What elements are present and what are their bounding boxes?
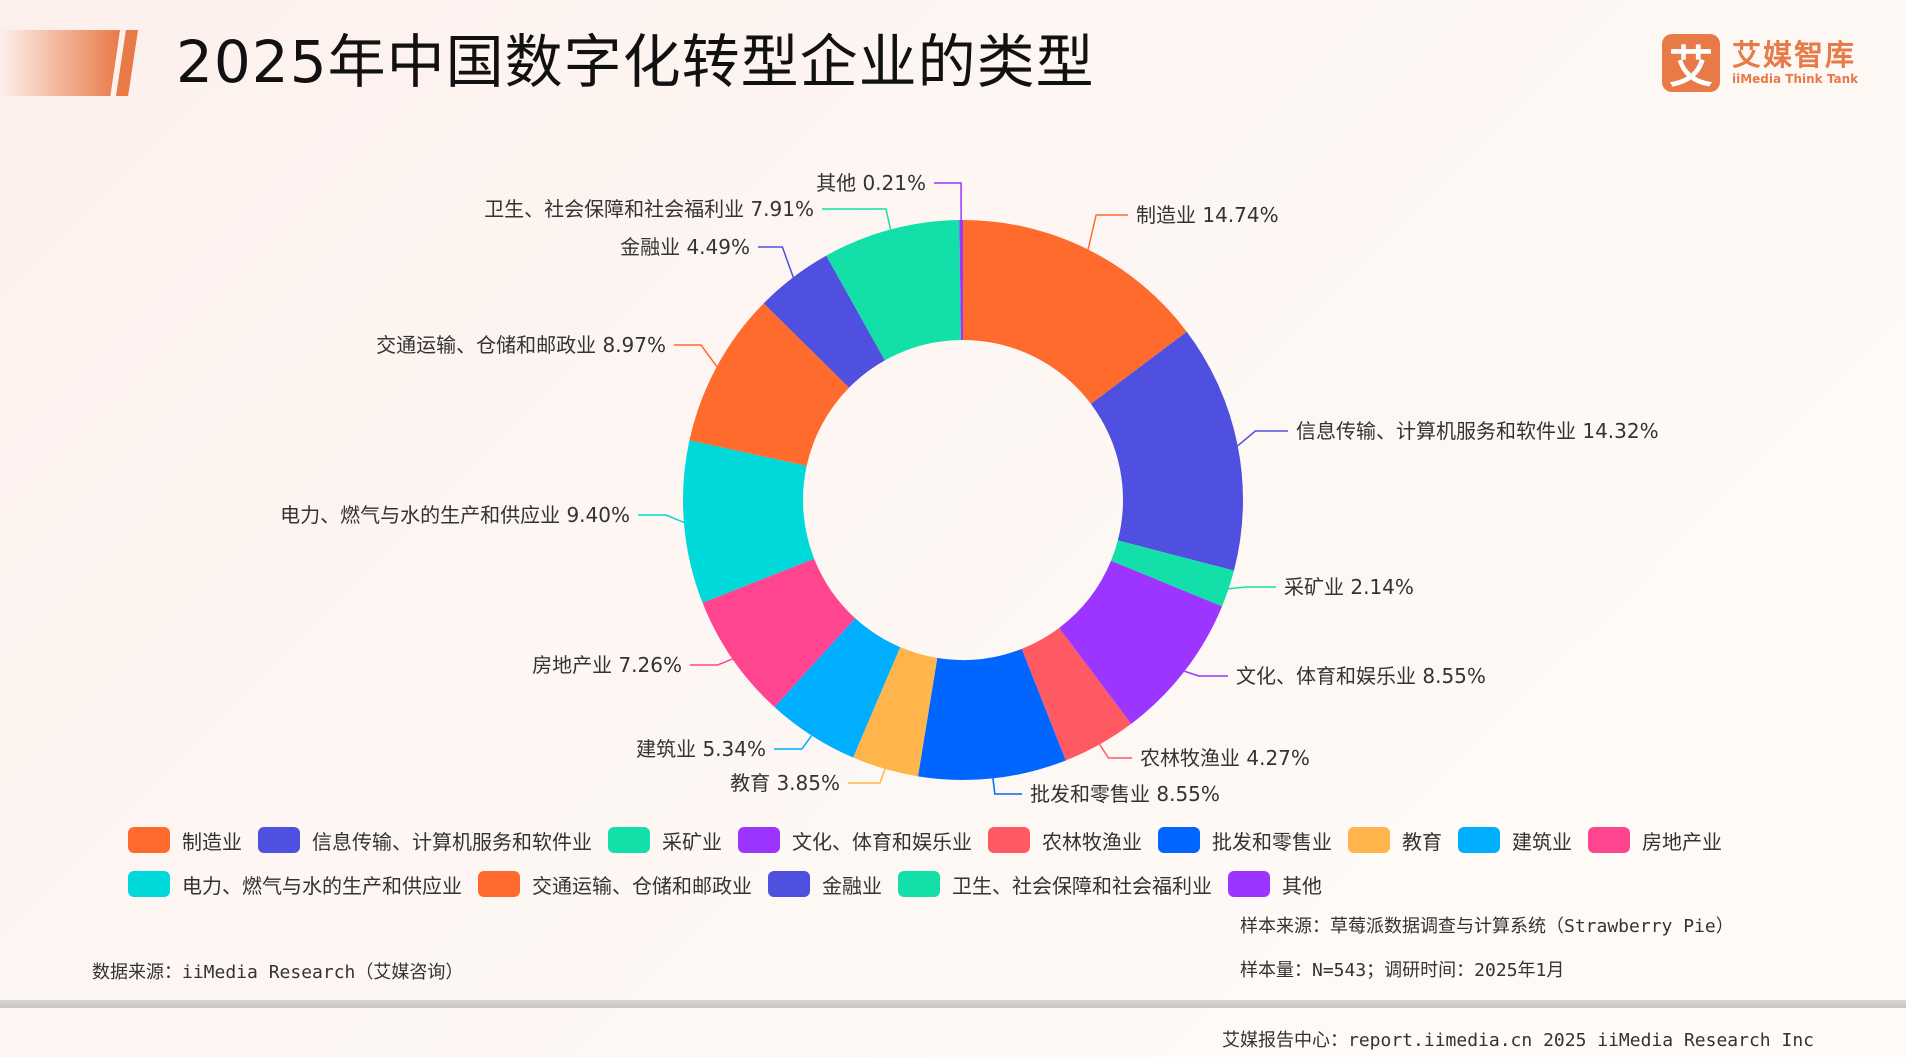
data-label: 卫生、社会保障和社会福利业 7.91% <box>484 197 814 221</box>
leader-line <box>1228 586 1276 590</box>
legend-row: 电力、燃气与水的生产和供应业 交通运输、仓储和邮政业 金融业 卫生、社会保障和社会福利… <box>128 862 1808 906</box>
legend-swatch-icon <box>478 871 520 897</box>
report-center-footer: 艾媒报告中心：report.iimedia.cn 2025 iiMedia Re… <box>1222 1030 1814 1051</box>
legend-item[interactable]: 其他 <box>1228 870 1322 899</box>
leader-line <box>1087 214 1128 250</box>
legend-label: 电力、燃气与水的生产和供应业 <box>182 873 462 898</box>
legend-item[interactable]: 文化、体育和娱乐业 <box>738 826 972 855</box>
leader-line <box>848 768 886 784</box>
leader-line <box>638 514 685 524</box>
logo-name-en: iiMedia Think Tank <box>1732 72 1859 86</box>
data-label: 制造业 14.74% <box>1136 203 1279 227</box>
data-label: 批发和零售业 8.55% <box>1030 782 1220 806</box>
leader-line <box>934 182 962 221</box>
donut-segment <box>689 303 850 466</box>
legend-label: 教育 <box>1402 829 1442 854</box>
legend-swatch-icon <box>768 871 810 897</box>
legend-label: 信息传输、计算机服务和软件业 <box>312 829 592 854</box>
legend-label: 采矿业 <box>662 829 722 854</box>
legend-item[interactable]: 建筑业 <box>1458 826 1572 855</box>
donut-segment <box>1111 540 1234 607</box>
sample-size-note: 样本量：N=543；调研时间：2025年1月 <box>1240 960 1565 981</box>
data-label: 采矿业 2.14% <box>1284 575 1414 599</box>
leader-line <box>1237 430 1288 447</box>
donut-segment <box>774 618 901 758</box>
sample-source-note: 样本来源：草莓派数据调查与计算系统（Strawberry Pie） <box>1240 916 1734 937</box>
leader-line <box>1184 670 1228 677</box>
data-label: 房地产业 7.26% <box>532 653 682 677</box>
chart-legend: 制造业 信息传输、计算机服务和软件业 采矿业 文化、体育和娱乐业 农林牧渔业 批发和零售业… <box>128 818 1808 906</box>
leader-line <box>690 658 733 666</box>
legend-item[interactable]: 制造业 <box>128 826 242 855</box>
page-title: 2025年中国数字化转型企业的类型 <box>176 28 1095 96</box>
legend-swatch-icon <box>128 827 170 853</box>
leader-line <box>992 778 1022 795</box>
leader-line <box>1099 743 1132 759</box>
legend-item[interactable]: 房地产业 <box>1588 826 1722 855</box>
data-label: 信息传输、计算机服务和软件业 14.32% <box>1296 419 1659 443</box>
donut-segment <box>702 558 856 707</box>
data-label: 教育 3.85% <box>730 771 840 795</box>
legend-swatch-icon <box>1158 827 1200 853</box>
legend-swatch-icon <box>1228 871 1270 897</box>
legend-item[interactable]: 电力、燃气与水的生产和供应业 <box>128 870 462 899</box>
legend-item[interactable]: 批发和零售业 <box>1158 826 1332 855</box>
legend-item[interactable]: 卫生、社会保障和社会福利业 <box>898 870 1212 899</box>
legend-label: 农林牧渔业 <box>1042 829 1142 854</box>
data-label: 农林牧渔业 4.27% <box>1140 746 1310 770</box>
legend-label: 交通运输、仓储和邮政业 <box>532 873 752 898</box>
legend-row: 制造业 信息传输、计算机服务和软件业 采矿业 文化、体育和娱乐业 农林牧渔业 批发和零售业… <box>128 818 1808 862</box>
legend-label: 制造业 <box>182 829 242 854</box>
leader-line <box>758 246 794 278</box>
donut-chart: 制造业 14.74% 信息传输、计算机服务和软件业 14.32% 采矿业 2.14%… <box>280 171 1659 806</box>
data-label: 文化、体育和娱乐业 8.55% <box>1236 664 1486 688</box>
donut-segment <box>763 255 885 388</box>
legend-swatch-icon <box>608 827 650 853</box>
donut-segment <box>1059 560 1223 724</box>
leader-line <box>774 735 813 750</box>
legend-item[interactable]: 农林牧渔业 <box>988 826 1142 855</box>
legend-label: 金融业 <box>822 873 882 898</box>
legend-item[interactable]: 采矿业 <box>608 826 722 855</box>
leader-line <box>822 208 892 230</box>
logo-icon: 艾 <box>1662 34 1720 93</box>
leader-line <box>674 344 718 368</box>
legend-label: 其他 <box>1282 873 1322 898</box>
data-label: 金融业 4.49% <box>620 235 750 259</box>
title-accent-bar <box>0 30 120 96</box>
data-source-note: 数据来源：iiMedia Research（艾媒咨询） <box>92 962 464 983</box>
legend-swatch-icon <box>128 871 170 897</box>
donut-segment <box>959 220 963 341</box>
legend-swatch-icon <box>1588 827 1630 853</box>
legend-label: 房地产业 <box>1642 829 1722 854</box>
legend-swatch-icon <box>988 827 1030 853</box>
legend-swatch-icon <box>1458 827 1500 853</box>
legend-swatch-icon <box>738 827 780 853</box>
data-label: 其他 0.21% <box>816 171 926 195</box>
donut-segment <box>683 440 815 603</box>
data-label: 交通运输、仓储和邮政业 8.97% <box>376 333 666 357</box>
legend-item[interactable]: 金融业 <box>768 870 882 899</box>
brand-logo: 艾 艾媒智库 iiMedia Think Tank <box>1662 34 1859 93</box>
legend-label: 建筑业 <box>1512 829 1572 854</box>
legend-label: 卫生、社会保障和社会福利业 <box>952 873 1212 898</box>
legend-label: 批发和零售业 <box>1212 829 1332 854</box>
footer-divider <box>0 1000 1906 1008</box>
legend-label: 文化、体育和娱乐业 <box>792 829 972 854</box>
donut-segment <box>826 220 961 361</box>
donut-segment <box>1021 627 1132 761</box>
donut-segment <box>853 647 938 777</box>
donut-segment <box>963 220 1187 404</box>
legend-item[interactable]: 信息传输、计算机服务和软件业 <box>258 826 592 855</box>
data-label: 建筑业 5.34% <box>636 737 766 761</box>
legend-swatch-icon <box>258 827 300 853</box>
legend-item[interactable]: 交通运输、仓储和邮政业 <box>478 870 752 899</box>
legend-swatch-icon <box>1348 827 1390 853</box>
legend-item[interactable]: 教育 <box>1348 826 1442 855</box>
donut-segment <box>917 648 1066 780</box>
legend-swatch-icon <box>898 871 940 897</box>
data-label: 电力、燃气与水的生产和供应业 9.40% <box>280 503 630 527</box>
donut-segment <box>1090 331 1243 571</box>
logo-name-cn: 艾媒智库 <box>1732 38 1857 72</box>
